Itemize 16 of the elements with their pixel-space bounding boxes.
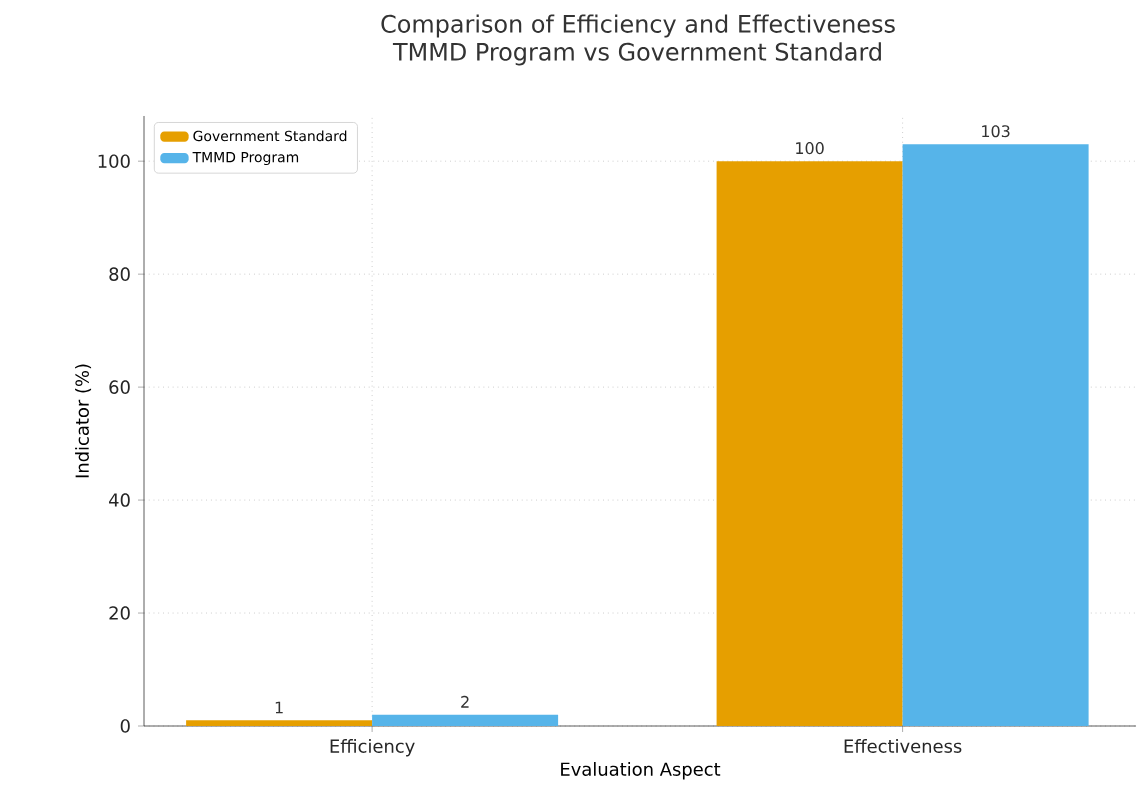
y-tick-label: 0 <box>120 719 130 733</box>
chart-title: Comparison of Efficiency and Effectiveness <box>381 14 895 38</box>
bar <box>716 161 903 726</box>
y-tick-label: 100 <box>98 154 130 168</box>
x-axis-title: Evaluation Aspect <box>561 762 721 780</box>
x-tick-label: Effectiveness <box>844 739 962 753</box>
y-tick-label: 40 <box>109 493 130 507</box>
bar <box>372 714 559 726</box>
x-tick-label: Efficiency <box>330 739 415 757</box>
y-tick-label: 20 <box>109 606 130 620</box>
y-tick-label: 60 <box>109 380 130 394</box>
chart-subtitle: TMMD Program vs Government Standard <box>392 42 881 66</box>
y-axis-title: Indicator (%) <box>75 364 92 478</box>
bar <box>186 720 373 726</box>
y-tick-label: 80 <box>109 267 130 281</box>
bar <box>902 144 1089 726</box>
